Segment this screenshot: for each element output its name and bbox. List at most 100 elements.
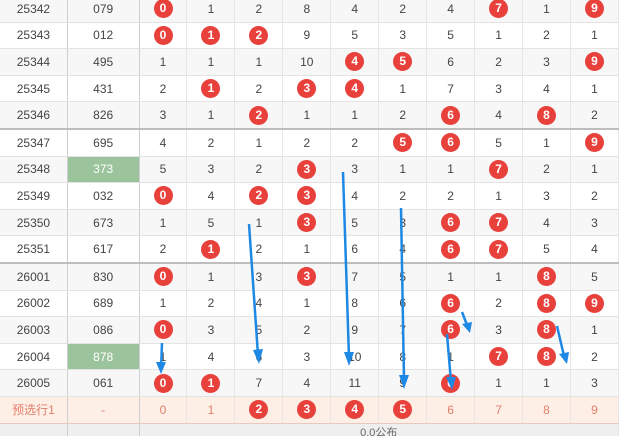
hit-ball: 3	[297, 186, 317, 206]
omission-value: 1	[447, 162, 454, 177]
hit-ball: 2	[249, 400, 269, 420]
digit-cell-4: 7	[330, 261, 380, 291]
digit-cell-1: 2	[186, 127, 236, 157]
digit-cell-7: 3	[474, 75, 524, 103]
hit-ball: 6	[441, 239, 461, 259]
omission-value: 0	[159, 402, 167, 417]
omission-value: 7	[399, 322, 407, 337]
digit-cell-8: 4	[522, 75, 571, 103]
issue-cell: 25350	[0, 209, 68, 237]
hit-ball: 7	[489, 0, 509, 19]
hit-ball: 1	[201, 79, 221, 99]
digit-cell-4: 5	[330, 209, 380, 237]
digit-cell-4: 6	[330, 235, 380, 264]
omission-value: 1	[543, 135, 550, 150]
digit-cell-2: 2	[234, 75, 284, 103]
omission-value: 6	[399, 296, 407, 311]
omission-value: 1	[207, 402, 215, 417]
omission-value: 9	[399, 376, 407, 391]
omission-value: 3	[591, 376, 598, 391]
hit-ball: 1	[201, 239, 221, 259]
omission-value: 1	[207, 54, 215, 69]
digit-cell-4: 4	[330, 396, 380, 424]
digit-cell-1: 2	[186, 290, 236, 318]
omission-value: 2	[543, 162, 550, 177]
omission-value: 5	[207, 215, 215, 230]
digit-cell-1: 1	[186, 75, 236, 103]
digit-cell-2: 1	[234, 48, 284, 76]
hit-ball: 8	[537, 293, 556, 313]
omission-value: 1	[255, 54, 263, 69]
omission-value: 1	[495, 28, 502, 43]
digit-cell-9: 4	[570, 235, 619, 264]
digit-cell-8: 2	[522, 156, 571, 184]
hit-ball: 6	[441, 105, 461, 125]
omission-value: 6	[351, 242, 359, 257]
draw-number-cell: 061	[67, 369, 140, 397]
omission-value: 7	[351, 269, 359, 284]
digit-cell-1: 3	[186, 156, 236, 184]
omission-value: 5	[399, 269, 407, 284]
table-row: 25343 012 0 1 2 9 5 3 5 1 2 1	[0, 22, 619, 50]
digit-cell-5: 3	[378, 209, 428, 237]
omission-value: 9	[591, 402, 598, 417]
omission-value: 4	[255, 296, 263, 311]
hit-ball: 9	[584, 293, 604, 313]
issue-cell: 26005	[0, 369, 68, 397]
digit-cell-9: 2	[570, 101, 619, 130]
digit-cell-2: 1	[234, 209, 284, 237]
digit-cell-6: 1	[426, 261, 476, 291]
omission-value: 7	[495, 402, 502, 417]
digit-cell-4: 3	[330, 156, 380, 184]
digit-cell-6: 1	[426, 156, 476, 184]
hit-ball: 1	[201, 373, 221, 393]
hit-ball: 1	[201, 25, 221, 45]
digit-cell-4: 4	[330, 0, 380, 23]
digit-cell-3: 1	[282, 290, 332, 318]
hit-ball: 9	[584, 0, 604, 19]
hit-ball: 6	[441, 293, 461, 313]
issue-cell: 25346	[0, 101, 68, 130]
hit-ball: 8	[537, 105, 556, 125]
digit-cell-9: 9	[570, 127, 619, 157]
omission-value: 3	[207, 322, 215, 337]
hit-ball: 5	[393, 133, 413, 153]
digit-cell-2: 2	[234, 0, 284, 23]
draw-number-cell: 673	[67, 209, 140, 237]
omission-value: 6	[255, 349, 263, 364]
digit-cell-7: 1	[474, 22, 524, 50]
digit-cell-7: 4	[474, 101, 524, 130]
omission-value: 1	[207, 108, 215, 123]
digit-cell-4: 10	[330, 343, 380, 371]
hit-ball: 0	[153, 0, 173, 19]
digit-cell-6: 6	[426, 101, 476, 130]
digit-cell-9: 1	[570, 156, 619, 184]
digit-cell-1: 5	[186, 209, 236, 237]
issue-cell: 26004	[0, 343, 68, 371]
digit-cell-9: 9	[570, 48, 619, 76]
digit-cell-6: 6	[426, 290, 476, 318]
digit-cell-3: 3	[282, 261, 332, 291]
digit-cell-2: 7	[234, 369, 284, 397]
omission-value: 3	[159, 108, 167, 123]
omission-value: 2	[207, 135, 215, 150]
digit-cell-8: 8	[522, 396, 571, 424]
omission-value: 5	[543, 242, 550, 257]
omission-value: 2	[255, 162, 263, 177]
digit-cell-0: 1	[139, 290, 188, 318]
digit-cell-5: 4	[378, 235, 428, 264]
digit-cell-1: 1	[186, 396, 236, 424]
omission-value: 1	[255, 135, 263, 150]
digit-cell-5: 2	[378, 101, 428, 130]
digit-cell-5: 6	[378, 290, 428, 318]
digit-cell-6: 1	[426, 343, 476, 371]
table-row: 26004 878 1 4 6 3 10 8 1 7 8 2	[0, 343, 619, 371]
digit-cell-0: 1	[139, 48, 188, 76]
digit-cell-9: 1	[570, 22, 619, 50]
digit-cell-3: 3	[282, 209, 332, 237]
digit-cell-0: 1	[139, 209, 188, 237]
omission-value: 5	[159, 162, 167, 177]
digit-cell-7: 7	[474, 343, 524, 371]
digit-cell-8: 1	[522, 369, 571, 397]
